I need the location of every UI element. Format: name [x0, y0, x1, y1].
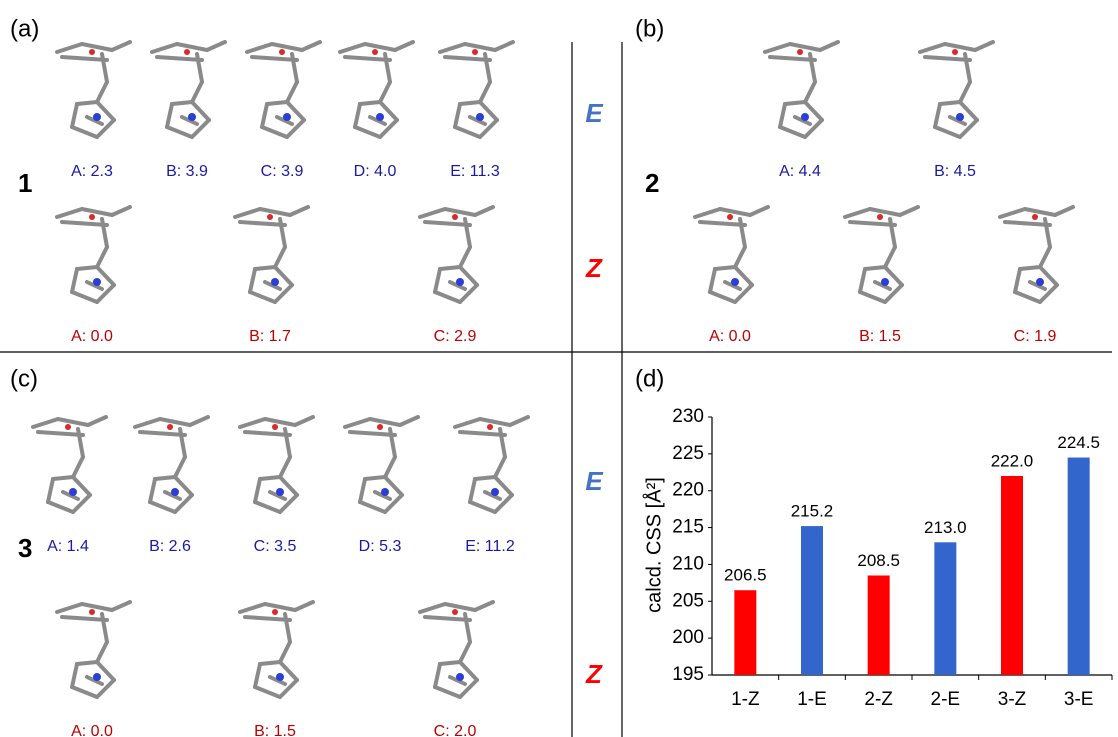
molecule — [438, 40, 515, 139]
x-tick-label: 1-Z — [731, 689, 760, 710]
molecule — [918, 40, 995, 139]
molecule — [233, 205, 310, 304]
energy-label: C: 3.9 — [261, 163, 304, 180]
isomer-label: Z — [585, 659, 603, 689]
y-tick-label: 230 — [672, 406, 704, 427]
value-label: 222.0 — [991, 451, 1034, 470]
energy-label: B: 3.9 — [166, 163, 208, 180]
energy-label: D: 4.0 — [354, 163, 397, 180]
energy-label: C: 1.9 — [1014, 328, 1057, 345]
molecule — [133, 415, 210, 514]
molecule — [453, 415, 530, 514]
y-tick-label: 195 — [672, 664, 704, 685]
molecule — [338, 40, 415, 139]
x-tick-label: 2-E — [931, 689, 961, 710]
molecule — [55, 600, 132, 699]
energy-label: A: 2.3 — [71, 163, 113, 180]
value-label: 208.5 — [857, 551, 900, 570]
compound-number: 2 — [645, 168, 659, 198]
isomer-label: E — [585, 98, 603, 128]
molecule — [343, 415, 420, 514]
molecule — [998, 205, 1075, 304]
y-axis-label: calcd. CSS [Å²] — [642, 477, 665, 613]
energy-label: B: 1.5 — [254, 723, 296, 737]
energy-label: C: 2.9 — [434, 328, 477, 345]
isomer-label: Z — [585, 253, 603, 283]
energy-label: A: 0.0 — [71, 328, 113, 345]
bar — [1001, 475, 1023, 675]
y-tick-label: 225 — [672, 443, 704, 464]
energy-label: A: 4.4 — [779, 163, 821, 180]
energy-label: D: 5.3 — [359, 538, 402, 555]
energy-label: A: 0.0 — [71, 723, 113, 737]
energy-label: B: 1.5 — [859, 328, 901, 345]
molecule — [418, 205, 495, 304]
value-label: 224.5 — [1057, 433, 1100, 452]
y-tick-label: 205 — [672, 590, 704, 611]
energy-label: C: 3.5 — [254, 538, 297, 555]
value-label: 215.2 — [791, 502, 834, 521]
molecule — [763, 40, 840, 139]
molecule — [55, 40, 132, 139]
compound-number: 1 — [18, 168, 32, 198]
panel-label: (b) — [635, 15, 664, 42]
molecule — [150, 40, 227, 139]
panel-label: (a) — [10, 15, 39, 42]
molecule — [31, 415, 108, 514]
y-tick-label: 220 — [672, 480, 704, 501]
bar — [934, 542, 957, 675]
molecule — [418, 600, 495, 699]
bar — [1067, 457, 1090, 675]
molecule — [238, 600, 315, 699]
x-tick-label: 2-Z — [864, 689, 893, 710]
energy-label: E: 11.3 — [450, 163, 500, 180]
molecule — [55, 205, 132, 304]
y-tick-label: 215 — [672, 517, 704, 538]
compound-number: 3 — [18, 533, 32, 563]
y-tick-label: 200 — [672, 627, 704, 648]
x-tick-label: 1-E — [797, 689, 827, 710]
energy-label: B: 1.7 — [249, 328, 291, 345]
energy-label: E: 11.2 — [465, 538, 515, 555]
energy-label: A: 0.0 — [709, 328, 751, 345]
x-tick-label: 3-Z — [998, 689, 1027, 710]
energy-label: A: 1.4 — [47, 538, 89, 555]
molecule — [238, 415, 315, 514]
bar — [801, 526, 823, 675]
panel-label: (c) — [10, 365, 38, 392]
energy-label: C: 2.0 — [434, 723, 477, 737]
bar — [734, 590, 757, 675]
isomer-label: E — [585, 466, 603, 496]
x-tick-label: 3-E — [1064, 689, 1094, 710]
y-tick-label: 210 — [672, 553, 704, 574]
bar — [867, 575, 890, 675]
panel-label: (d) — [635, 365, 664, 392]
value-label: 213.0 — [924, 518, 967, 537]
value-label: 206.5 — [724, 566, 767, 585]
molecule — [693, 205, 770, 304]
energy-label: B: 4.5 — [934, 163, 976, 180]
molecule — [245, 40, 322, 139]
energy-label: B: 2.6 — [149, 538, 191, 555]
molecule — [843, 205, 920, 304]
